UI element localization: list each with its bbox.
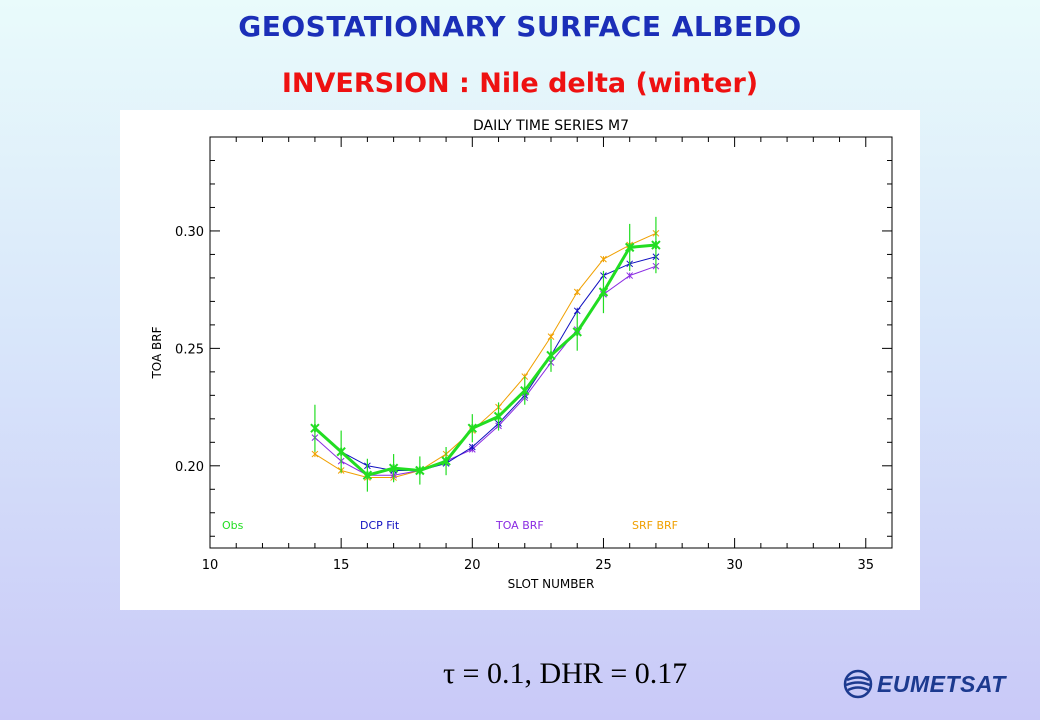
eumetsat-globe-icon [843,669,873,699]
series-line-toa-brf [314,265,657,476]
footer-params: τ = 0.1, DHR = 0.17 [443,657,688,690]
legend-item: Obs [222,519,244,532]
chart-title: DAILY TIME SERIES M7 [473,118,629,134]
legend-item: TOA BRF [495,519,544,532]
chart-svg: 10 15 20 25 30 35 0.20 0.25 0.30 DAILY TIME SERIE… [150,118,893,591]
series-line-srf-brf [314,232,657,479]
x-tick-label: 30 [726,558,743,573]
x-tick-label: 15 [333,558,350,573]
series-line-obs [313,243,657,477]
page-subtitle: INVERSION : Nile delta (winter) [281,68,759,99]
y-axis-label: TOA BRF [150,326,164,379]
page-title: GEOSTATIONARY SURFACE ALBEDO [238,10,802,43]
chart-panel: 10 15 20 25 30 35 0.20 0.25 0.30 DAILY TIME SERIE… [120,110,920,610]
x-tick-label: 10 [202,558,219,573]
series-line-dcp-fit [314,256,657,471]
y-tick-label: 0.30 [175,225,204,240]
legend-item: SRF BRF [632,519,678,532]
x-tick-label: 20 [464,558,481,573]
logo-text: EUMETSAT [877,670,1006,697]
x-tick-label: 25 [595,558,612,573]
y-tick-label: 0.20 [175,460,204,475]
x-tick-label: 35 [857,558,874,573]
y-tick-label: 0.25 [175,342,204,357]
x-axis-label: SLOT NUMBER [508,577,595,591]
legend-item: DCP Fit [360,519,400,532]
eumetsat-logo: EUMETSAT [843,664,1023,704]
